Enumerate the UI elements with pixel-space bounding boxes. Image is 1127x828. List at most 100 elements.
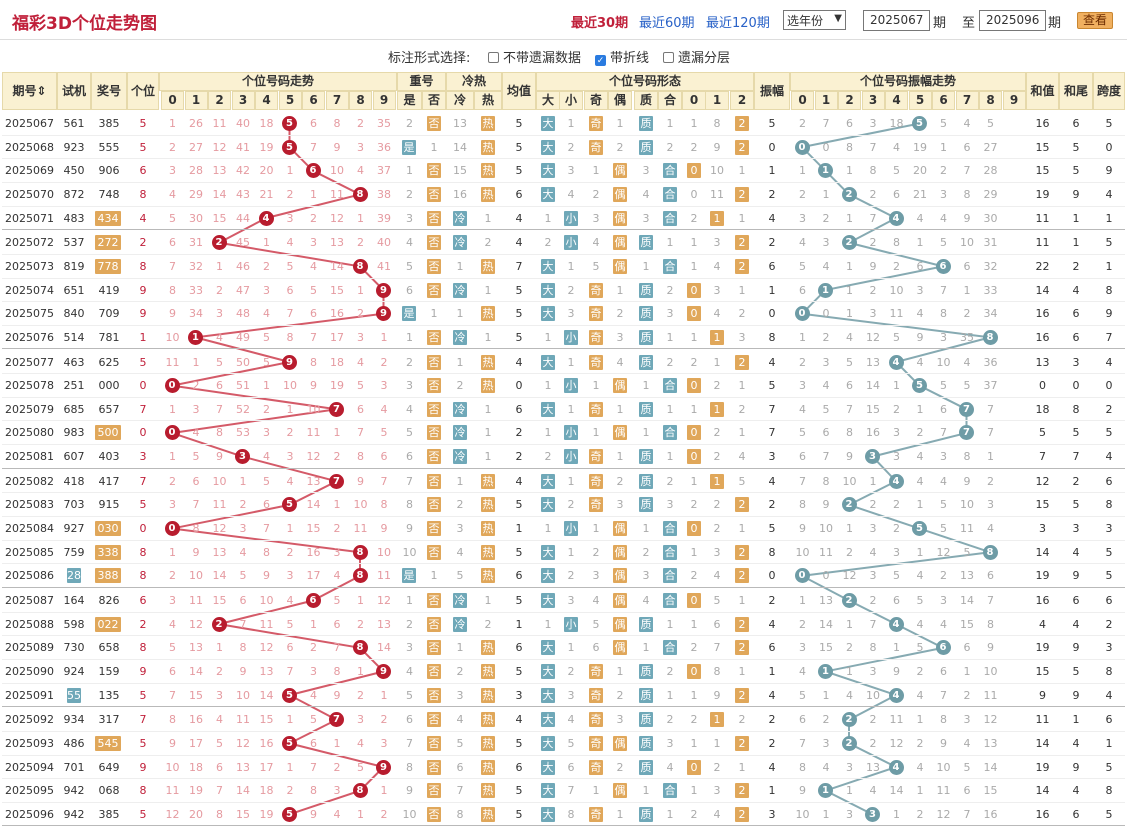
issue-cell: 2025085 xyxy=(5,545,54,559)
issue-cell: 2025080 xyxy=(5,426,54,440)
trial-cell: 759 xyxy=(63,545,85,559)
trend-miss: 9 xyxy=(263,569,270,583)
form-miss: 3 xyxy=(666,736,674,750)
query-button[interactable]: 查看 xyxy=(1077,12,1113,29)
amp-miss: 10 xyxy=(936,355,951,369)
trend-miss: 1 xyxy=(357,664,364,678)
trend-miss: 9 xyxy=(216,450,223,464)
amp-miss: 1 xyxy=(963,283,971,297)
link-recent-30[interactable]: 最近30期 xyxy=(571,16,629,31)
checkbox-miss-layer[interactable] xyxy=(663,52,674,63)
amp-miss: 12 xyxy=(842,569,857,583)
tail-cell: 4 xyxy=(1072,617,1080,631)
year-select[interactable]: 选年份 ▼ xyxy=(783,10,846,30)
amp-miss xyxy=(1003,445,1026,469)
tail-cell: 4 xyxy=(1072,545,1080,559)
option-polyline[interactable]: ✓ 带折线 xyxy=(595,47,649,66)
trend-miss: 8 xyxy=(239,641,247,655)
link-recent-120[interactable]: 最近120期 xyxy=(706,16,770,31)
amp-miss: 7 xyxy=(869,211,877,225)
cold-badge: 冷 xyxy=(453,401,467,417)
issue-cell: 2025091 xyxy=(5,688,54,702)
hot-badge: 热 xyxy=(481,258,495,274)
form-miss: 2 xyxy=(713,379,721,393)
form-miss: 1 xyxy=(567,641,575,655)
issue-cell: 2025079 xyxy=(5,402,54,416)
trend-miss: 11 xyxy=(259,617,274,631)
option-miss-layer[interactable]: 遗漏分层 xyxy=(663,47,730,66)
amp-miss: 12 xyxy=(936,545,951,559)
form-miss: 1 xyxy=(567,545,575,559)
issue-cell: 2025083 xyxy=(5,498,54,512)
amp-miss: 11 xyxy=(819,545,833,559)
trend-miss: 10 xyxy=(377,545,391,559)
form-badge: 偶 xyxy=(613,616,627,632)
amp-miss xyxy=(1003,756,1026,780)
trial-cell: 942 xyxy=(63,807,85,821)
table-row xyxy=(2,493,1125,518)
sum-cell: 12 xyxy=(1035,474,1050,488)
amp-miss: 2 xyxy=(822,713,830,727)
trial-cell: 486 xyxy=(63,736,85,750)
amp-miss: 6 xyxy=(799,713,806,727)
form-badge: 偶 xyxy=(613,378,627,394)
checkbox-polyline[interactable]: ✓ xyxy=(595,55,606,66)
trend-miss: 3 xyxy=(286,211,294,225)
to-issue-input[interactable]: 2025096 xyxy=(979,10,1046,31)
amp-cell: 0 xyxy=(768,569,776,583)
form-badge: 奇 xyxy=(589,401,603,417)
amp-miss: 10 xyxy=(866,688,880,702)
col-avg: 均值 xyxy=(502,72,536,110)
trend-miss: 8 xyxy=(286,330,294,344)
amp-miss xyxy=(1003,517,1026,541)
trend-miss: 46 xyxy=(236,259,250,273)
form-badge: 大 xyxy=(541,139,555,155)
hot-miss: 1 xyxy=(484,426,492,440)
form-miss: 2 xyxy=(690,807,698,821)
table-row xyxy=(2,231,1125,255)
table-row xyxy=(2,136,1125,160)
cold-miss: 13 xyxy=(453,117,467,130)
repeat-no: 否 xyxy=(427,712,441,728)
form-miss: 1 xyxy=(592,164,600,178)
form-badge: 大 xyxy=(541,593,555,608)
span-cell: 9 xyxy=(1105,307,1113,321)
form-miss: 1 xyxy=(738,760,746,774)
trend-miss: 8 xyxy=(216,807,223,821)
form-miss: 1 xyxy=(567,474,575,488)
trend-ball: 8 xyxy=(352,258,368,274)
prize-cell: 385 xyxy=(98,807,120,821)
amp-miss xyxy=(1003,136,1026,160)
form-miss: 4 xyxy=(713,569,721,583)
avg-cell: 5 xyxy=(515,498,523,512)
col-amp-digit: 2 xyxy=(838,91,861,110)
col-form-sub: 偶 xyxy=(608,91,632,110)
option-no-miss[interactable]: 不带遗漏数据 xyxy=(488,47,581,66)
amp-ball: 8 xyxy=(982,329,998,345)
link-recent-60[interactable]: 最近60期 xyxy=(639,16,695,31)
tail-cell: 0 xyxy=(1072,379,1080,393)
amp-miss: 2 xyxy=(916,664,924,678)
from-issue-input[interactable]: 2025067 xyxy=(863,10,930,31)
amp-miss: 1 xyxy=(846,522,853,536)
amp-miss: 29 xyxy=(983,187,998,201)
amp-miss: 3 xyxy=(799,211,806,225)
amp-miss: 10 xyxy=(795,807,810,821)
amp-cell: 4 xyxy=(768,760,776,774)
form-miss: 2 xyxy=(690,211,698,225)
amp-miss: 35 xyxy=(960,330,974,344)
prize-cell: 030 xyxy=(95,521,121,537)
trend-miss: 12 xyxy=(212,140,227,154)
prize-cell: 317 xyxy=(98,713,120,727)
trend-miss: 4 xyxy=(286,594,294,607)
hot-badge: 热 xyxy=(481,521,495,537)
amp-miss: 3 xyxy=(869,307,877,321)
amp-miss: 2 xyxy=(940,569,947,583)
tail-cell: 2 xyxy=(1072,259,1080,273)
form-miss: 7 xyxy=(567,784,575,798)
checkbox-no-miss[interactable] xyxy=(488,52,499,63)
form-badge: 合 xyxy=(663,210,677,226)
prize-cell: 403 xyxy=(98,450,120,464)
amp-miss: 14 xyxy=(960,594,974,607)
form-badge: 小 xyxy=(564,329,578,345)
